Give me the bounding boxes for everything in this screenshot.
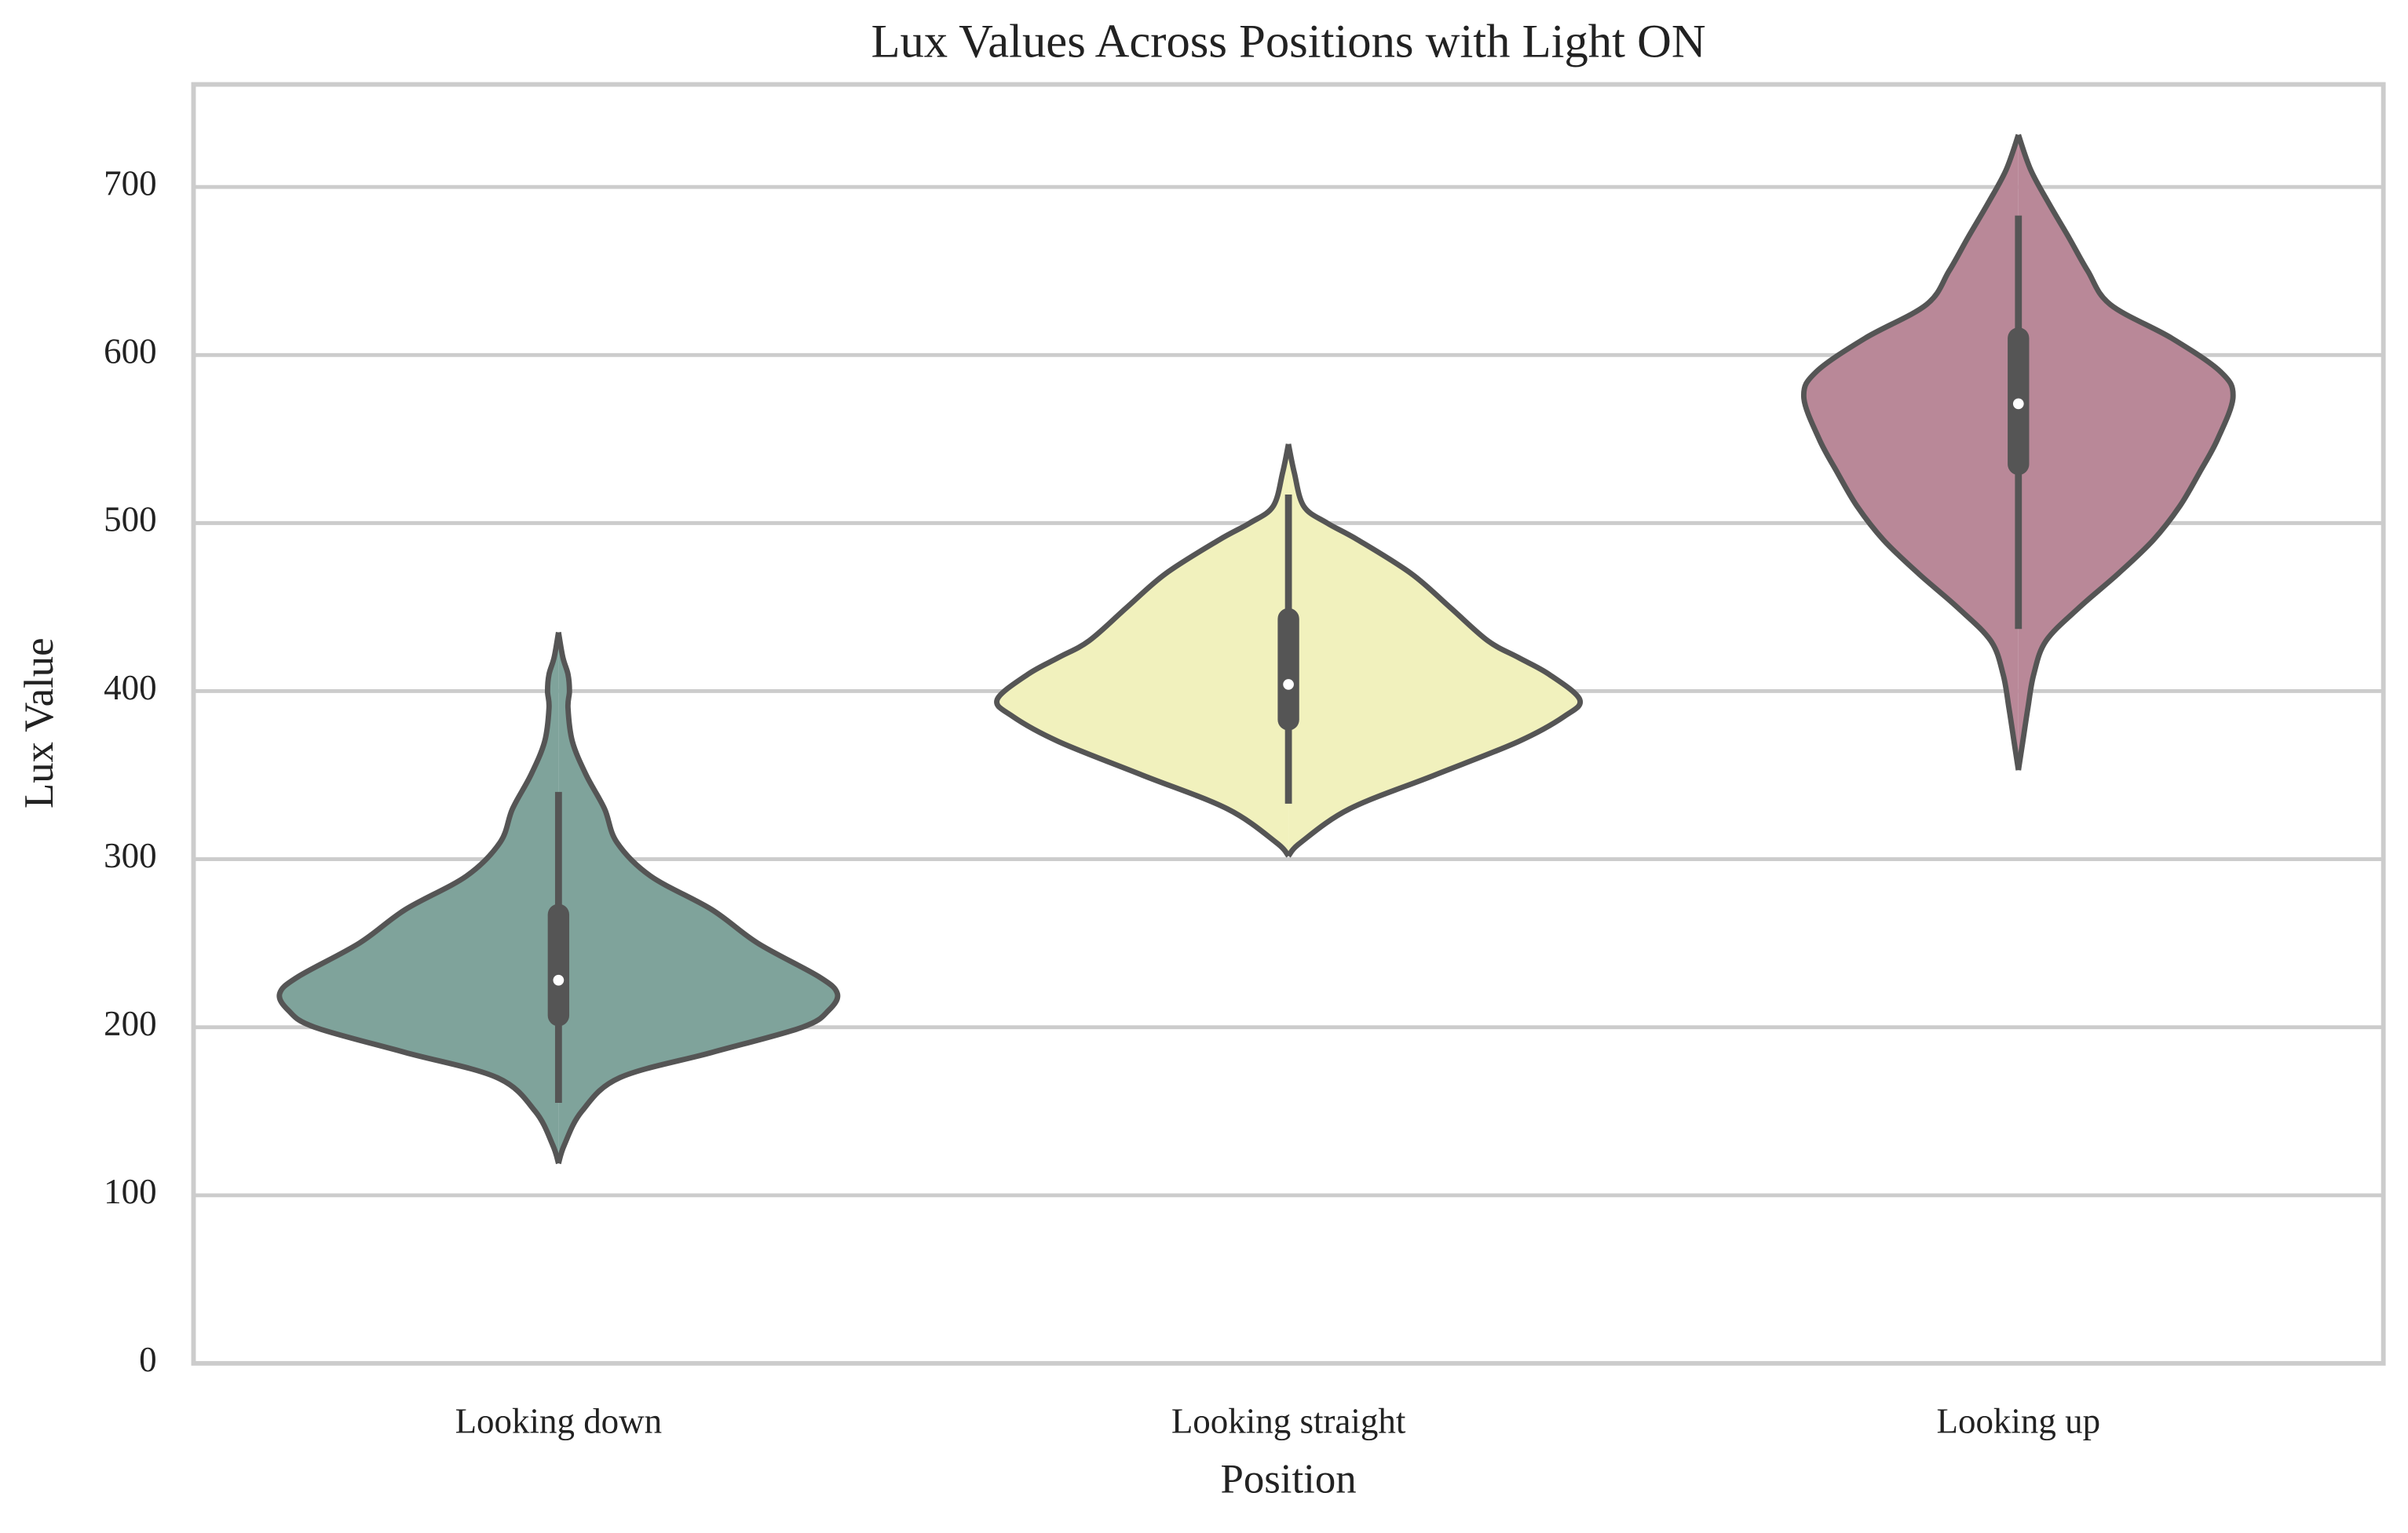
violins <box>276 133 2236 1165</box>
x-axis-label: Position <box>1221 1457 1357 1502</box>
median <box>2012 398 2024 410</box>
y-tick-label: 200 <box>104 1004 156 1043</box>
y-axis-label: Lux Value <box>16 637 62 808</box>
violin-half <box>1801 133 2022 771</box>
x-tick-label: Looking straight <box>1171 1401 1406 1440</box>
violin-half <box>2015 133 2236 771</box>
plot-frame <box>191 82 2386 1366</box>
median <box>1283 679 1294 690</box>
y-tick-label: 300 <box>104 836 156 875</box>
x-tick-label: Looking down <box>455 1401 663 1440</box>
y-tick-label: 400 <box>104 668 156 707</box>
chart-title: Lux Values Across Positions with Light O… <box>871 16 1705 68</box>
y-tick-label: 100 <box>104 1172 156 1211</box>
violin-half <box>994 443 1292 858</box>
violin-half <box>1285 443 1584 858</box>
violin-half <box>555 631 841 1165</box>
median <box>553 974 565 986</box>
y-tick-label: 700 <box>104 164 156 203</box>
y-tick-label: 600 <box>104 332 156 371</box>
x-tick-label: Looking up <box>1936 1401 2100 1440</box>
y-tick-label: 0 <box>139 1340 156 1379</box>
y-tick-label: 500 <box>104 500 156 539</box>
violin-half <box>276 631 561 1165</box>
